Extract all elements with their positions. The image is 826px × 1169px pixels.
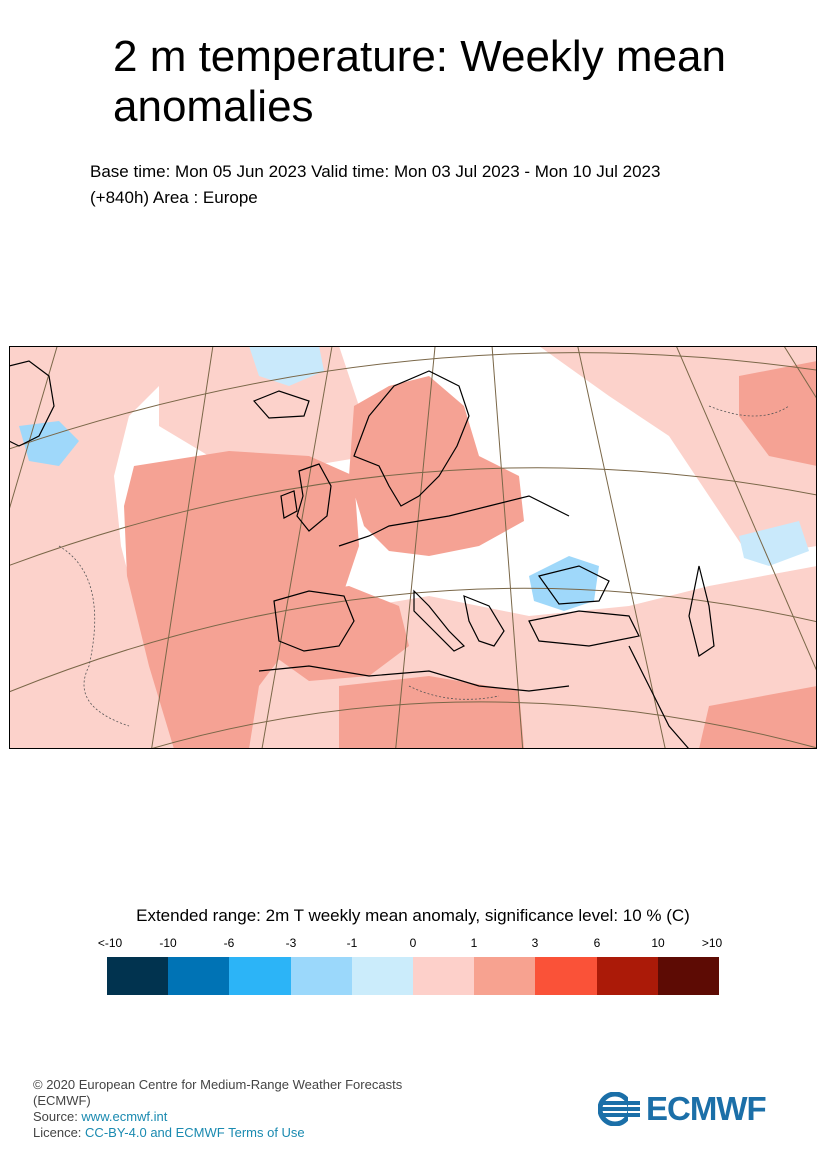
legend-swatch-9 [657, 957, 720, 995]
ecmwf-logo: ECMWF [598, 1090, 798, 1128]
legend-tick-9: 10 [651, 936, 665, 950]
footer: © 2020 European Centre for Medium-Range … [33, 1077, 453, 1141]
base-valid-time: Base time: Mon 05 Jun 2023 Valid time: M… [90, 162, 661, 181]
legend-tick-7: 3 [531, 936, 539, 950]
legend-tick-0: <-10 [97, 936, 123, 950]
anomaly-map [9, 346, 817, 749]
forecast-info: Base time: Mon 05 Jun 2023 Valid time: M… [90, 159, 750, 211]
coast-greenland [9, 360, 55, 447]
legend-swatch-3 [290, 957, 352, 995]
coast-iceland [252, 390, 310, 419]
anomaly-strong-warm-scandinavia [349, 376, 524, 556]
map-frame [9, 346, 817, 749]
legend-tick-3: -3 [285, 936, 297, 950]
legend-tick-2: -6 [223, 936, 235, 950]
legend-tick-10: >10 [701, 936, 723, 950]
legend-swatch-4 [351, 957, 414, 995]
anomaly-strong-warm-sahara [339, 676, 524, 749]
legend-colorbar [107, 957, 720, 995]
legend-swatch-8 [596, 957, 658, 995]
copyright-text: © 2020 European Centre for Medium-Range … [33, 1077, 403, 1092]
legend-tick-5: 0 [409, 936, 417, 950]
legend-swatch-0 [107, 957, 169, 995]
licence-label: Licence: [33, 1125, 86, 1140]
coast-iberia [273, 590, 355, 652]
coast-balkans-greece [463, 595, 505, 647]
coast-continent [338, 495, 570, 547]
ecmwf-logo-text: ECMWF [646, 1090, 767, 1127]
copyright-org: (ECMWF) [33, 1093, 91, 1108]
coast-scandinavia [353, 370, 470, 507]
anomaly-cold-greenland [19, 421, 79, 466]
page-title: 2 m temperature: Weekly mean anomalies [113, 32, 726, 131]
legend-tick-labels: <-10 -10 -6 -3 -1 0 1 3 6 10 >10 [98, 936, 723, 952]
coast-caspian [688, 565, 715, 657]
anomaly-strong-warm-northeast [739, 361, 817, 466]
legend-swatch-6 [474, 957, 536, 995]
anomaly-cold-arctic [249, 346, 324, 386]
lead-time-area: (+840h) Area : Europe [90, 188, 258, 207]
coastlines [9, 360, 715, 749]
licence-line: Licence: CC-BY-4.0 and ECMWF Terms of Us… [33, 1125, 453, 1141]
coast-turkey [528, 610, 640, 647]
legend-swatch-2 [229, 957, 291, 995]
map-canvas [9, 346, 817, 749]
legend-tick-1: -10 [159, 936, 177, 950]
source-link[interactable]: www.ecmwf.int [81, 1109, 168, 1124]
licence-link[interactable]: CC-BY-4.0 and ECMWF Terms of Use [85, 1125, 305, 1140]
source-label: Source: [33, 1109, 82, 1124]
coast-italy [413, 589, 466, 652]
coast-middle-east [628, 645, 690, 749]
legend-swatch-5 [413, 957, 475, 995]
anomaly-strong-warm-atlantic [124, 451, 359, 749]
anomaly-cold-balkans [529, 556, 599, 611]
anomaly-strong-warm-iberia [274, 586, 409, 681]
legend-swatch-7 [535, 957, 597, 995]
coast-north-africa [258, 665, 570, 692]
coast-black-sea [537, 565, 610, 605]
legend-tick-4: -1 [346, 936, 358, 950]
graticule [9, 346, 817, 749]
legend-swatch-1 [168, 957, 230, 995]
coast-british-isles [296, 463, 332, 532]
source-line: Source: www.ecmwf.int [33, 1109, 453, 1125]
significance-contours [58, 405, 790, 727]
legend-tick-6: 1 [470, 936, 478, 950]
legend-title: Extended range: 2m T weekly mean anomaly… [136, 906, 690, 925]
ecmwf-logo-icon [598, 1092, 642, 1126]
legend-tick-8: 6 [593, 936, 601, 950]
anomaly-strong-warm-east-coast [699, 686, 817, 749]
coast-ireland [280, 490, 298, 519]
